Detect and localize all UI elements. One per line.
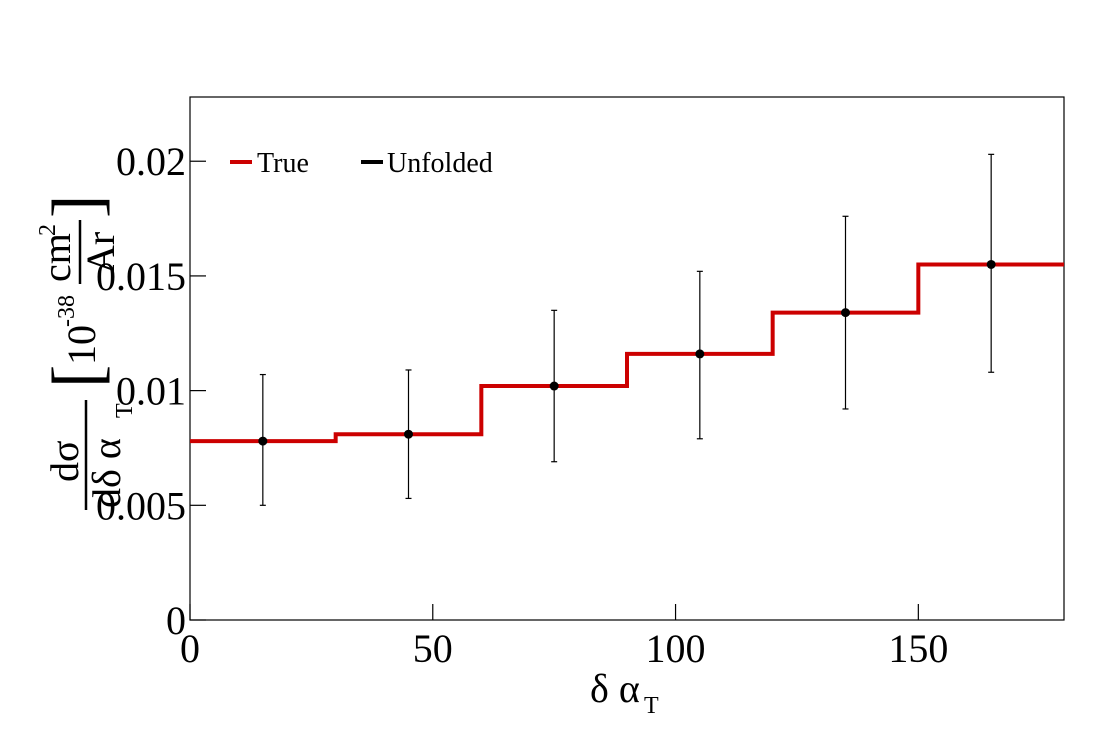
y-tick-label: 0.005 — [96, 483, 186, 528]
legend-label-true: True — [257, 148, 309, 179]
y-tick-label: 0 — [166, 598, 186, 643]
y-title-bracket-open: [ — [39, 365, 116, 388]
y-title-denominator: dδ α — [84, 438, 129, 508]
y-tick-label: 0.015 — [96, 254, 186, 299]
y-title-unit-num-exp: 2 — [35, 224, 61, 236]
unfolded-point — [549, 381, 559, 391]
y-axis-title: dσ dδ α T [ 10 -38 cm 2 Ar ] — [34, 195, 138, 510]
x-tick-label: 0 — [180, 626, 200, 671]
unfolded-point — [841, 308, 850, 318]
y-title-bracket-close: ] — [39, 195, 116, 218]
x-tick-label: 50 — [413, 626, 453, 671]
y-title-numerator: dσ — [42, 440, 87, 482]
unfolded-point — [404, 429, 413, 439]
legend: True Unfolded — [230, 148, 493, 179]
y-title-unit-exp: -38 — [54, 295, 80, 327]
y-title-unit-num: cm — [34, 233, 79, 282]
x-tick-label: 100 — [646, 626, 706, 671]
y-tick-label: 0.02 — [116, 139, 186, 184]
plot-frame — [189, 96, 1065, 621]
x-axis-title: δ α T — [590, 666, 659, 719]
y-title-unit-prefix: 10 — [59, 325, 104, 365]
x-axis-title-main: δ α — [590, 666, 640, 711]
unfolded-point — [695, 349, 705, 359]
true-step-line — [190, 262, 1064, 444]
x-axis-title-sub: T — [644, 693, 659, 719]
unfolded-point — [986, 259, 996, 269]
y-title-denominator-sub: T — [112, 403, 138, 418]
series-layer — [190, 153, 1064, 506]
y-tick-label: 0.01 — [116, 369, 186, 414]
axis-ticks: 0 50 100 150 0 0.005 0.01 0.015 0.02 — [96, 139, 948, 671]
plot-area — [189, 96, 1065, 621]
y-title-unit-den: Ar — [78, 232, 123, 274]
x-tick-label: 150 — [888, 626, 948, 671]
unfolded-point — [258, 436, 268, 446]
legend-label-unfolded: Unfolded — [387, 148, 493, 179]
